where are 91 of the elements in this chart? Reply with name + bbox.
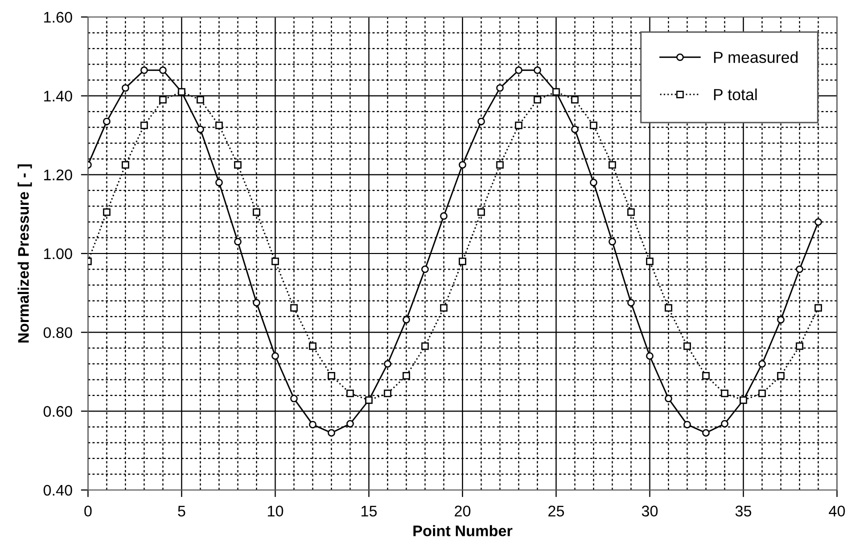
point: [215, 122, 223, 130]
point: [140, 122, 148, 130]
x-tick-label: 0: [84, 506, 92, 516]
point: [440, 304, 448, 312]
point: [346, 390, 354, 398]
point: [534, 96, 542, 104]
point: [402, 316, 410, 324]
y-tick-label: 0.40: [44, 484, 72, 496]
y-tick-label: 1.20: [44, 170, 72, 180]
point: [421, 342, 429, 350]
point: [664, 304, 672, 312]
point: [196, 126, 204, 134]
point: [290, 304, 298, 312]
point: [646, 258, 654, 266]
point: [720, 390, 728, 398]
point: [122, 161, 130, 169]
point: [758, 360, 766, 368]
x-axis-title: Point Number: [413, 525, 512, 536]
point: [646, 352, 654, 360]
point: [402, 372, 410, 380]
y-tick-label: 1.60: [44, 12, 72, 23]
point: [440, 212, 448, 220]
point: [814, 304, 822, 312]
point: [272, 258, 279, 266]
point: [421, 266, 429, 274]
point: [102, 208, 110, 216]
point: [159, 96, 167, 104]
point: [384, 360, 392, 368]
point: [534, 66, 542, 74]
point: [683, 420, 691, 428]
point: [308, 342, 316, 350]
point: [627, 299, 635, 307]
point: [477, 208, 485, 216]
x-tick-label: 40: [828, 506, 845, 516]
point: [627, 208, 635, 216]
point: [758, 390, 766, 398]
point: [196, 96, 204, 104]
point: [571, 126, 579, 134]
point: [252, 299, 260, 307]
point: [664, 394, 672, 402]
point: [290, 394, 298, 402]
point: [683, 342, 691, 350]
point: [159, 66, 167, 74]
y-tick-label: 1.00: [44, 248, 72, 260]
point: [814, 218, 822, 226]
point: [496, 84, 504, 92]
point: [328, 429, 336, 437]
legend-label: P total: [714, 88, 757, 100]
point: [140, 66, 148, 74]
legend-label: P measured: [714, 51, 798, 63]
point: [514, 122, 522, 130]
point: [102, 118, 110, 126]
point: [514, 66, 522, 74]
point: [458, 258, 466, 266]
point: [496, 161, 504, 169]
y-tick-label: 1.40: [44, 90, 72, 102]
point: [384, 390, 392, 398]
x-tick-label: 5: [178, 506, 186, 516]
point: [702, 372, 710, 380]
point: [608, 161, 616, 169]
point: [234, 161, 242, 169]
point: [777, 316, 785, 324]
x-tick-label: 15: [362, 506, 377, 516]
point: [590, 122, 598, 130]
x-tick-label: 10: [268, 506, 284, 516]
y-tick-label: 0.80: [44, 327, 72, 338]
point: [365, 396, 373, 404]
point: [308, 420, 316, 428]
point: [720, 420, 728, 428]
x-tick-label: 35: [735, 506, 752, 516]
point: [328, 372, 336, 380]
y-tick-label: 0.60: [44, 406, 72, 417]
point: [608, 238, 616, 246]
point: [796, 342, 804, 350]
point: [571, 96, 579, 104]
x-tick-label: 30: [642, 506, 658, 516]
point: [346, 420, 354, 428]
x-tick-label: 25: [548, 506, 564, 516]
point: [590, 178, 598, 186]
point: [122, 84, 130, 92]
point: [215, 178, 223, 186]
y-axis-title: Normalized Pressure [ - ]: [18, 164, 32, 342]
x-tick-label: 20: [454, 506, 470, 516]
point: [702, 429, 710, 437]
point: [234, 238, 242, 246]
point: [252, 208, 260, 216]
point: [796, 266, 804, 274]
point: [272, 352, 279, 360]
point: [477, 118, 485, 126]
point: [458, 161, 466, 169]
point: [777, 372, 785, 380]
